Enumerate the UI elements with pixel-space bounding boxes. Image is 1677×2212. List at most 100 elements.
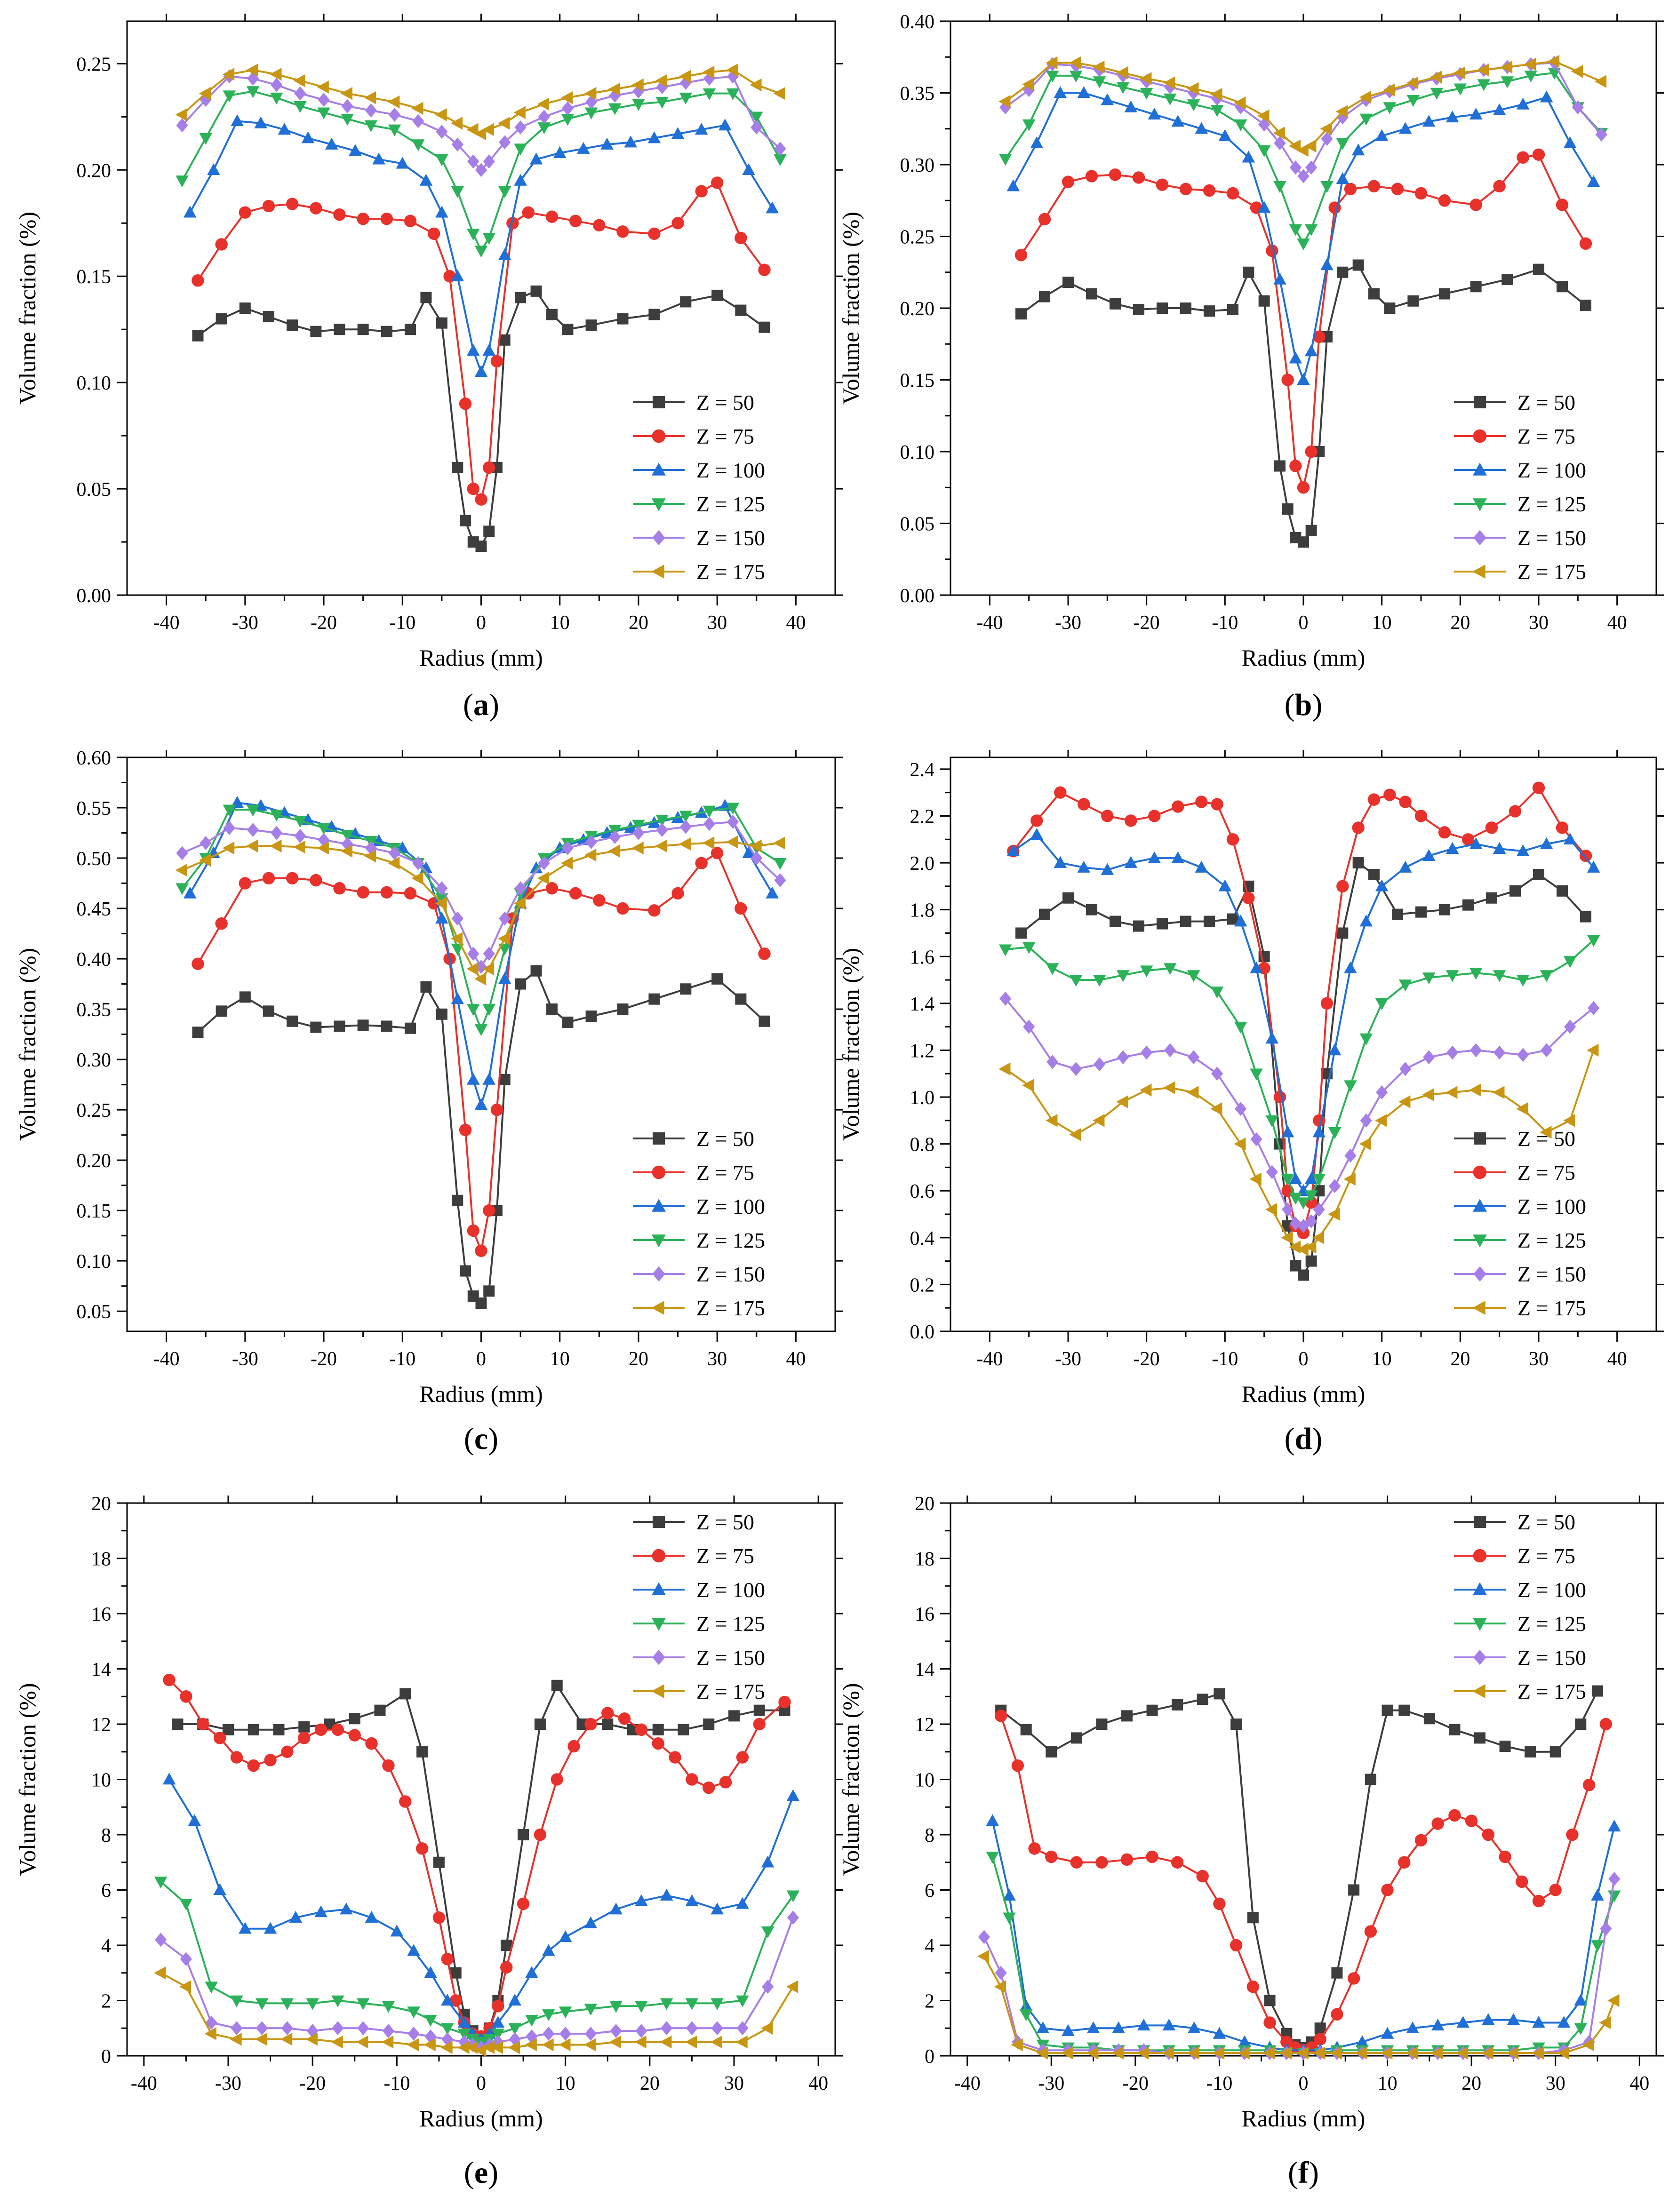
panel-e-data-point-z-100: [289, 1910, 303, 1923]
panel-b-data-point-z-125: [998, 154, 1012, 166]
panel-d-legend-label-z-75: Z = 75: [1517, 1161, 1575, 1185]
panel-c-data-point-z-150: [538, 856, 550, 870]
panel-f-data-point-z-175: [1481, 2046, 1493, 2060]
panel-e-data-point-z-100: [584, 1916, 598, 1928]
panel-d-data-point-z-150: [1282, 1202, 1294, 1217]
panel-e-data-point-z-125: [331, 1995, 344, 2007]
panel-f-legend-label-z-125: Z = 125: [1517, 1612, 1586, 1636]
panel-a-y-tick-label: 0.05: [77, 479, 112, 501]
panel-c-data-point-z-175: [482, 962, 495, 976]
panel-c-data-point-z-100: [183, 886, 197, 899]
panel-b-data-point-z-100: [1242, 151, 1255, 163]
panel-e-x-tick-label: 10: [556, 2073, 575, 2094]
panel-b-legend-marker-z-50: [1474, 396, 1486, 408]
panel-b-data-point-z-175: [1187, 82, 1199, 95]
panel-f-data-point-z-75: [1171, 1856, 1184, 1869]
panel-d-x-axis-title: Radius (mm): [1242, 1381, 1365, 1407]
panel-c-data-point-z-50: [239, 991, 251, 1003]
panel-a-data-point-z-150: [436, 124, 448, 139]
panel-a-data-point-z-150: [727, 69, 739, 84]
panel-b-data-point-z-175: [1406, 76, 1419, 89]
panel-c-data-point-z-150: [451, 911, 463, 926]
panel-e-y-tick-label: 18: [91, 1549, 111, 1570]
panel-f-data-point-z-50: [1575, 1719, 1587, 1730]
panel-c-data-point-z-75: [310, 874, 322, 887]
panel-e-y-tick-label: 2: [101, 1991, 111, 2013]
panel-c-data-point-z-75: [616, 902, 629, 915]
panel-e: -40 -30 -20 -10 0 10 20 30 40 0 2 4 6 8 10 12 14 16 18 20 Ra…: [14, 1493, 843, 2190]
panel-a-data-point-z-175: [750, 78, 762, 92]
panel-f-data-point-z-150: [978, 1930, 990, 1944]
panel-e-x-tick-label: 0: [476, 2073, 486, 2094]
panel-c-legend-label-z-125: Z = 125: [696, 1228, 765, 1252]
panel-d-series-line-z-125: [1005, 939, 1595, 1204]
panel-a-data-point-z-100: [278, 123, 291, 135]
panel-a: -40 -30 -20 -10 0 10 20 30 40 0.00 0.05 0.10 0.15 0.2…: [14, 14, 843, 722]
panel-c-data-point-z-125: [270, 810, 283, 822]
panel-a-data-point-z-50: [585, 319, 597, 331]
panel-a-data-point-z-175: [561, 91, 573, 104]
panel-d-data-point-z-100: [1171, 851, 1185, 863]
panel-b-data-point-z-75: [1517, 151, 1529, 164]
panel-b-data-point-z-75: [1132, 171, 1145, 184]
panel-e-data-point-z-75: [331, 1723, 344, 1736]
panel-d-data-point-z-75: [1226, 833, 1239, 846]
panel-c-data-point-z-50: [460, 1265, 471, 1277]
panel-c-series-z-175: [175, 835, 785, 986]
panel-d-series-z-100: [1006, 828, 1600, 1196]
panel-a-data-point-z-150: [341, 99, 353, 113]
panel-e-data-point-z-75: [247, 1759, 260, 1772]
panel-b-data-point-z-125: [1304, 224, 1318, 236]
panel-c-data-point-z-175: [726, 835, 738, 849]
panel-b-x-axis-title: Radius (mm): [1242, 645, 1365, 671]
panel-c-data-point-z-175: [679, 837, 691, 851]
panel-a-data-point-z-125: [726, 88, 740, 101]
panel-f-data-point-z-100: [1607, 1819, 1621, 1832]
panel-d-data-point-z-125: [1328, 1127, 1342, 1139]
panel-f-data-point-z-50: [1525, 1746, 1536, 1758]
panel-f-data-point-z-75: [1364, 1925, 1377, 1938]
panel-b-data-point-z-50: [1274, 460, 1286, 472]
panel-a-series-z-75: [192, 176, 771, 506]
panel-e-data-point-z-175: [407, 2038, 419, 2052]
panel-a-data-point-z-175: [655, 74, 667, 88]
panel-a-data-point-z-150: [412, 114, 424, 128]
panel-d-series-z-75: [1007, 781, 1592, 1240]
panel-f-label: (f): [1288, 2156, 1319, 2190]
panel-c-data-point-z-75: [545, 882, 559, 895]
panel-b-x-tick-label: -40: [976, 612, 1003, 634]
panel-d-data-point-z-50: [1337, 927, 1349, 939]
panel-a-data-point-z-100: [254, 116, 268, 128]
panel-b-data-point-z-175: [1163, 76, 1175, 89]
panel-e-label: (e): [464, 2156, 498, 2190]
panel-b-data-point-z-125: [1046, 71, 1059, 83]
panel-e-legend-marker-z-150: [652, 1649, 665, 1665]
panel-e-data-point-z-150: [441, 2032, 454, 2046]
panel-a-data-point-z-175: [388, 95, 400, 109]
panel-f-data-point-z-50: [1449, 1724, 1461, 1735]
panel-e-y-tick-label: 8: [101, 1825, 111, 1846]
panel-f-y-tick-label: 14: [915, 1659, 934, 1681]
panel-c-data-point-z-175: [608, 844, 620, 858]
panel-a-data-point-z-75: [490, 355, 503, 368]
panel-d-data-point-z-175: [1375, 1114, 1387, 1127]
panel-e-y-tick-label: 20: [91, 1493, 111, 1515]
panel-a-data-point-z-75: [758, 263, 771, 276]
panel-a-data-point-z-100: [325, 137, 338, 150]
panel-a-data-point-z-75: [483, 461, 495, 474]
panel-f-data-point-z-175: [1532, 2046, 1544, 2060]
panel-e-data-point-z-175: [466, 2041, 478, 2054]
panel-d-data-point-z-150: [1517, 1048, 1529, 1062]
panel-d-legend: Z = 50 Z = 75 Z = 100 Z = 125 Z = 150 Z = 175: [1454, 1127, 1586, 1320]
panel-f-legend: Z = 50 Z = 75 Z = 100 Z = 125 Z = 150 Z = 175: [1454, 1510, 1586, 1703]
panel-b-data-point-z-175: [1359, 90, 1372, 104]
panel-c-data-point-z-175: [246, 839, 258, 853]
panel-e-data-point-z-100: [685, 1894, 699, 1906]
panel-a-series-z-175: [175, 64, 785, 141]
panel-a-data-point-z-75: [695, 185, 708, 198]
panel-a-data-point-z-150: [751, 120, 763, 135]
panel-c-data-point-z-100: [529, 861, 543, 874]
panel-b-legend-marker-z-75: [1473, 429, 1487, 443]
panel-f-data-point-z-75: [1482, 1828, 1495, 1841]
